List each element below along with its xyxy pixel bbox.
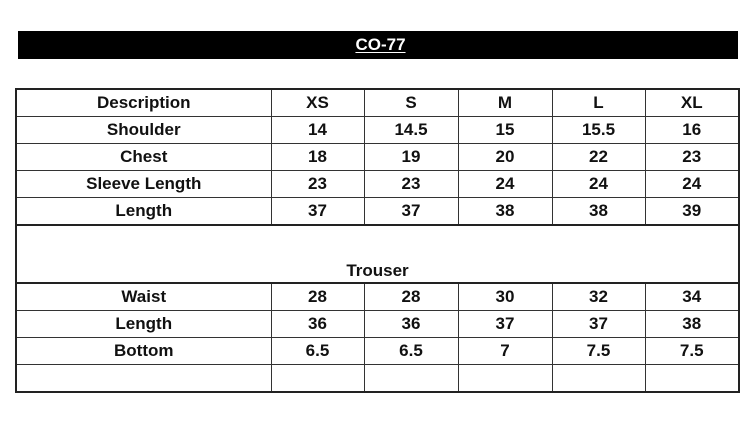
measurement-cell: 7.5 xyxy=(644,337,740,365)
header-description: Description xyxy=(15,88,272,117)
measurement-cell: 23 xyxy=(644,143,740,171)
header-size: XL xyxy=(644,88,740,117)
header-size: L xyxy=(551,88,646,117)
measurement-cell: 24 xyxy=(551,170,646,198)
measurement-cell: 7.5 xyxy=(551,337,646,365)
row-label: Chest xyxy=(15,143,272,171)
row-label: Length xyxy=(15,197,272,226)
measurement-cell: 24 xyxy=(644,170,740,198)
measurement-cell: 37 xyxy=(551,310,646,338)
measurement-cell: 6.5 xyxy=(270,337,365,365)
table-row: Length 36 36 37 37 38 xyxy=(15,310,740,338)
measurement-cell: 15 xyxy=(457,116,553,144)
table-row: Waist 28 28 30 32 34 xyxy=(15,282,740,311)
measurement-cell: 16 xyxy=(644,116,740,144)
measurement-cell: 20 xyxy=(457,143,553,171)
table-row: Sleeve Length 23 23 24 24 24 xyxy=(15,170,740,198)
empty-cell xyxy=(644,364,740,393)
section-title: Trouser xyxy=(16,224,739,284)
header-size: M xyxy=(457,88,553,117)
measurement-cell: 23 xyxy=(363,170,459,198)
measurement-cell: 36 xyxy=(363,310,459,338)
header-size: S xyxy=(363,88,459,117)
empty-cell xyxy=(15,364,272,393)
measurement-cell: 36 xyxy=(270,310,365,338)
measurement-cell: 34 xyxy=(644,282,740,311)
measurement-cell: 14 xyxy=(270,116,365,144)
table-row: Length 37 37 38 38 39 xyxy=(15,197,740,226)
empty-cell xyxy=(457,364,553,393)
measurement-cell: 22 xyxy=(551,143,646,171)
title-bar: CO-77 xyxy=(18,31,738,59)
chart-title: CO-77 xyxy=(355,35,406,54)
table-row: Bottom 6.5 6.5 7 7.5 7.5 xyxy=(15,337,740,365)
row-label: Bottom xyxy=(15,337,272,365)
measurement-cell: 19 xyxy=(363,143,459,171)
measurement-cell: 37 xyxy=(457,310,553,338)
measurement-cell: 28 xyxy=(270,282,365,311)
measurement-cell: 38 xyxy=(551,197,646,226)
empty-cell xyxy=(551,364,646,393)
measurement-cell: 14.5 xyxy=(363,116,459,144)
measurement-cell: 38 xyxy=(457,197,553,226)
measurement-cell: 7 xyxy=(457,337,553,365)
measurement-cell: 18 xyxy=(270,143,365,171)
row-label: Shoulder xyxy=(15,116,272,144)
measurement-cell: 37 xyxy=(270,197,365,226)
measurement-cell: 32 xyxy=(551,282,646,311)
measurement-cell: 28 xyxy=(363,282,459,311)
measurement-cell: 24 xyxy=(457,170,553,198)
header-row: Description XS S M L XL xyxy=(15,88,740,117)
measurement-cell: 6.5 xyxy=(363,337,459,365)
measurement-cell: 39 xyxy=(644,197,740,226)
header-size: XS xyxy=(270,88,365,117)
measurement-cell: 37 xyxy=(363,197,459,226)
measurement-cell: 30 xyxy=(457,282,553,311)
row-label: Sleeve Length xyxy=(15,170,272,198)
empty-row xyxy=(15,364,740,393)
row-label: Waist xyxy=(15,282,272,311)
measurement-cell: 23 xyxy=(270,170,365,198)
table-row: Shoulder 14 14.5 15 15.5 16 xyxy=(15,116,740,144)
size-chart-table: Description XS S M L XL Shoulder 14 14.5 15 15.5 16… xyxy=(15,88,740,393)
row-label: Length xyxy=(15,310,272,338)
empty-cell xyxy=(363,364,459,393)
table-row: Chest 18 19 20 22 23 xyxy=(15,143,740,171)
measurement-cell: 38 xyxy=(644,310,740,338)
section-row: Trouser xyxy=(16,224,739,284)
empty-cell xyxy=(270,364,365,393)
measurement-cell: 15.5 xyxy=(551,116,646,144)
